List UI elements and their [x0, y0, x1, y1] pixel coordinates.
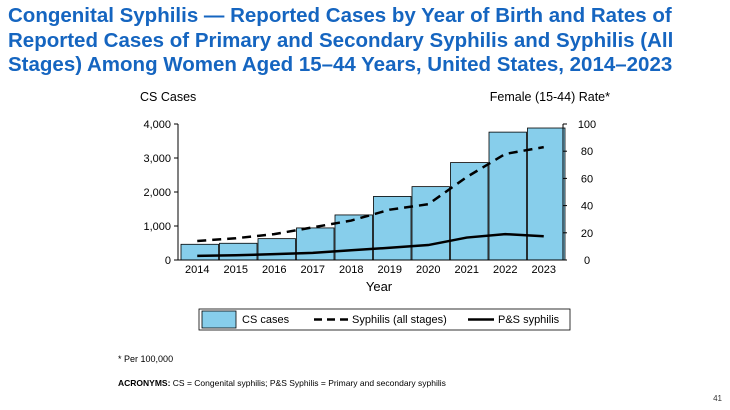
- x-tick-label: 2018: [339, 264, 363, 276]
- syphilis-all-stages-line: [197, 145, 544, 243]
- y2-tick-label: 20: [581, 228, 593, 240]
- page-title: Congenital Syphilis — Reported Cases by …: [8, 4, 674, 76]
- ps-syphilis-line: [197, 232, 544, 258]
- y2-tick-label: 40: [581, 201, 593, 213]
- secondary-y-axis-title: Female (15-44) Rate*: [490, 90, 610, 104]
- acronyms-note: ACRONYMS: CS = Congenital syphilis; P&S …: [118, 378, 446, 388]
- plot-area: 0 1,000 2,000 3,000 4,000 0 20 40 60 80 100 2014 201…: [143, 119, 596, 276]
- legend: CS cases Syphilis (all stages) P&S syphili…: [198, 308, 571, 331]
- footnote: * Per 100,000: [118, 354, 173, 364]
- page-number: 41: [713, 394, 722, 403]
- bar-2018: [334, 214, 373, 261]
- x-tick-label: 2016: [262, 264, 286, 276]
- x-tick-label: 2021: [455, 264, 479, 276]
- x-tick-label: 2022: [493, 264, 517, 276]
- acronyms-text: CS = Congenital syphilis; P&S Syphilis =…: [172, 378, 446, 388]
- y2-tick-label: 60: [581, 173, 593, 185]
- y2-tick-label: 0: [584, 255, 590, 267]
- bar-2022: [488, 131, 527, 261]
- x-tick-label: 2023: [532, 264, 556, 276]
- legend-box: [198, 308, 571, 331]
- y2-tick-label: 80: [581, 146, 593, 158]
- y2-tick-label: 100: [578, 119, 596, 131]
- legend-label: P&S syphilis: [498, 314, 560, 326]
- x-axis-title: Year: [366, 279, 393, 294]
- bar-2021: [450, 162, 489, 261]
- y-tick-label: 2,000: [143, 187, 171, 199]
- footnote-text: Per 100,000: [124, 354, 174, 364]
- legend-label: Syphilis (all stages): [352, 314, 447, 326]
- y-tick-label: 4,000: [143, 119, 171, 131]
- bar-2014: [180, 243, 219, 261]
- acronyms-label: ACRONYMS:: [118, 378, 171, 388]
- bar-2016: [257, 238, 296, 261]
- y-axis-title: CS Cases: [140, 90, 196, 104]
- y-tick-label: 3,000: [143, 153, 171, 165]
- bar-2019: [373, 196, 412, 261]
- x-tick-label: 2015: [224, 264, 248, 276]
- legend-label: CS cases: [242, 314, 290, 326]
- legend-swatch-cs-cases: [201, 310, 237, 329]
- x-tick-label: 2017: [301, 264, 325, 276]
- x-tick-label: 2020: [416, 264, 440, 276]
- x-tick-label: 2019: [378, 264, 402, 276]
- bar-2023: [527, 127, 566, 261]
- bar-2020: [411, 186, 450, 261]
- bar-2015: [219, 242, 258, 261]
- x-tick-label: 2014: [185, 264, 209, 276]
- y-tick-label: 1,000: [143, 221, 171, 233]
- y-tick-label: 0: [165, 255, 171, 267]
- bar-2017: [296, 227, 335, 261]
- footnote-mark: *: [118, 354, 122, 364]
